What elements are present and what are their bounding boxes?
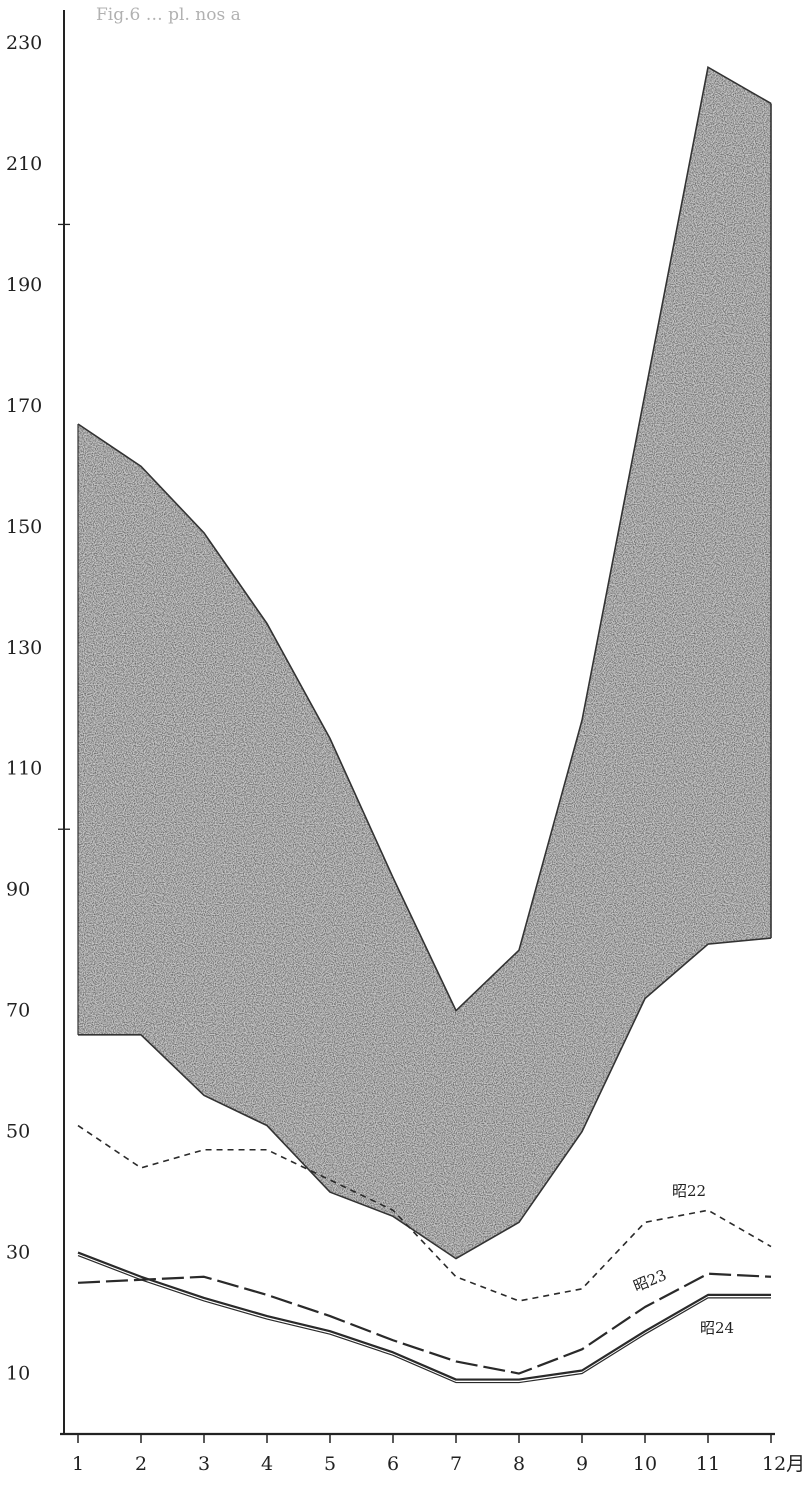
x-tick-label: 11 [696,1453,720,1475]
series-line-solid-double [77,1255,771,1384]
y-tick-label: 230 [6,32,42,54]
x-axis-ticks: 1 2 3 4 5 6 7 8 9 10 11 12月 [72,1453,805,1475]
y-tick-label: 210 [6,153,42,175]
series-label: 昭24 [700,1319,734,1337]
series-label: 昭23 [631,1266,669,1295]
x-tick-label: 5 [324,1453,336,1475]
y-tick-label: 150 [6,516,42,538]
x-tick-label: 8 [513,1453,525,1475]
y-axis-ticks: 10 30 50 70 90 110 130 150 170 190 210 230 [6,32,42,1385]
y-tick-label: 10 [6,1363,30,1385]
y-tick-label: 110 [6,758,42,780]
series-lines [77,1124,772,1384]
y-tick-label: 130 [6,637,42,659]
y-tick-label: 50 [6,1121,30,1143]
x-tick-label: 9 [576,1453,588,1475]
y-tick-label: 90 [6,879,30,901]
series-line-long-dash [77,1272,772,1375]
x-tick-label: 1 [72,1453,84,1475]
y-tick-label: 70 [6,1000,30,1022]
series-line-solid [77,1251,771,1381]
series-line-dashed [77,1124,772,1302]
y-tick-label: 190 [6,274,42,296]
chart-header: Fig.6 … pl. nos a [96,5,241,25]
x-tick-label: 2 [135,1453,147,1475]
band-upper-edge [77,65,772,1012]
x-tick-label: 7 [450,1453,462,1475]
x-tick-label: 10 [633,1453,657,1475]
y-tick-label: 30 [6,1242,30,1264]
y-tick-label: 170 [6,395,42,417]
series-label: 昭22 [672,1182,706,1200]
axes [58,10,775,1443]
x-tick-label: 6 [387,1453,399,1475]
x-tick-label: 3 [198,1453,210,1475]
x-tick-label: 12月 [762,1453,805,1475]
x-tick-label: 4 [261,1453,273,1475]
series-labels: 昭22 昭23 昭24 [631,1182,734,1337]
band-lower-edge [78,937,772,1260]
